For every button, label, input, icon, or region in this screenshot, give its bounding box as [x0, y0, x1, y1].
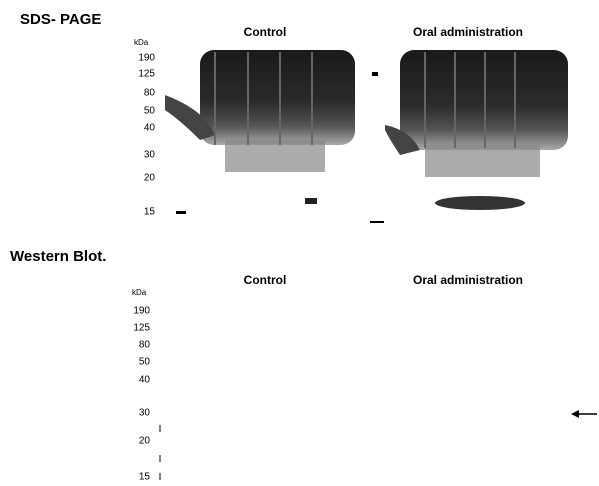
figure: SDS- PAGE Control Oral administration kD…	[0, 0, 599, 486]
marker-label: 80	[139, 340, 151, 351]
marker-label: 50	[139, 357, 151, 368]
unit-label: kDa	[134, 38, 149, 47]
marker-label: 125	[133, 323, 150, 334]
marker-label: 40	[139, 375, 151, 386]
marker-label: 15	[139, 472, 151, 483]
marker-label: 20	[139, 436, 151, 447]
marker-label: 40	[144, 123, 156, 134]
panel-title: Western Blot.	[10, 248, 106, 265]
lane-label: Control	[244, 273, 287, 287]
blot-marks	[160, 410, 597, 480]
marker-label: 80	[144, 88, 156, 99]
marker-label: 50	[144, 106, 156, 117]
marker-label: 125	[138, 69, 155, 80]
marker-label: 190	[138, 53, 155, 64]
marker-label: 30	[139, 408, 151, 419]
unit-label: kDa	[132, 288, 147, 297]
panel-title: SDS- PAGE	[20, 11, 101, 28]
marker-label: 15	[144, 207, 156, 218]
gel-image	[165, 50, 568, 223]
marker-label: 190	[133, 306, 150, 317]
marker-label: 20	[144, 173, 156, 184]
lane-label: Oral administration	[413, 273, 523, 287]
lane-label: Oral administration	[413, 25, 523, 39]
marker-label: 30	[144, 150, 156, 161]
lane-label: Control	[244, 25, 287, 39]
